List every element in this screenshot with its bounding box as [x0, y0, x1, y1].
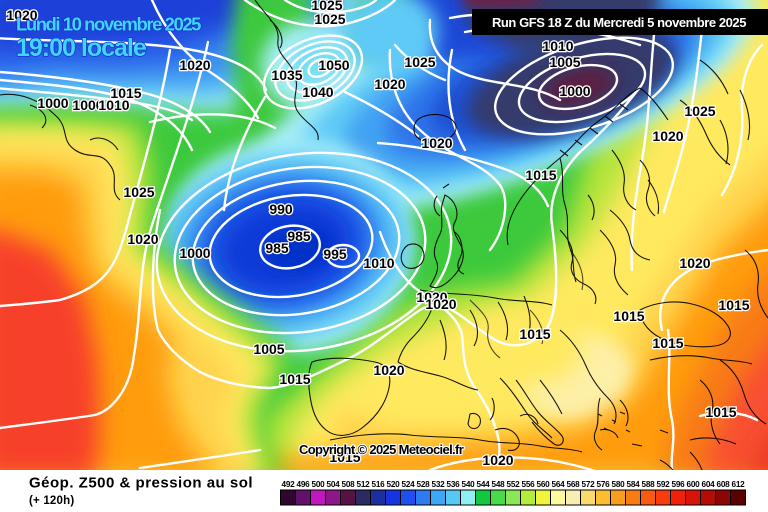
svg-text:1015: 1015	[718, 297, 749, 313]
svg-text:1020: 1020	[374, 76, 405, 92]
svg-text:1020: 1020	[416, 289, 447, 305]
svg-text:1000: 1000	[37, 95, 68, 111]
svg-text:Lundi 10 novembre 2025: Lundi 10 novembre 2025	[16, 14, 201, 35]
svg-text:1015: 1015	[519, 326, 550, 342]
svg-text:516: 516	[371, 480, 385, 489]
svg-text:564: 564	[551, 480, 565, 489]
svg-text:19:00 locale: 19:00 locale	[16, 34, 147, 62]
svg-text:1000: 1000	[559, 83, 590, 99]
svg-text:608: 608	[716, 480, 730, 489]
svg-text:528: 528	[416, 480, 430, 489]
svg-text:1020: 1020	[652, 128, 683, 144]
svg-text:548: 548	[491, 480, 505, 489]
svg-text:985: 985	[287, 228, 311, 244]
svg-text:1020: 1020	[6, 7, 37, 23]
svg-text:Copyright © 2025 Meteociel.fr: Copyright © 2025 Meteociel.fr	[299, 442, 464, 457]
svg-text:612: 612	[731, 480, 745, 489]
svg-text:1010: 1010	[98, 97, 129, 113]
svg-text:496: 496	[296, 480, 310, 489]
svg-text:552: 552	[506, 480, 520, 489]
svg-text:1000: 1000	[72, 97, 103, 113]
svg-text:1015: 1015	[613, 308, 644, 324]
svg-text:1010: 1010	[542, 38, 573, 54]
svg-text:508: 508	[341, 480, 355, 489]
svg-text:568: 568	[566, 480, 580, 489]
svg-text:540: 540	[461, 480, 475, 489]
svg-text:500: 500	[311, 480, 325, 489]
svg-text:492: 492	[281, 480, 295, 489]
svg-text:1015: 1015	[329, 449, 360, 465]
svg-text:1025: 1025	[311, 0, 342, 13]
svg-text:1015: 1015	[525, 167, 556, 183]
svg-text:596: 596	[671, 480, 685, 489]
svg-text:520: 520	[386, 480, 400, 489]
svg-text:532: 532	[431, 480, 445, 489]
svg-text:1015: 1015	[110, 85, 141, 101]
svg-text:1020: 1020	[482, 452, 513, 468]
svg-text:1025: 1025	[404, 54, 435, 70]
svg-text:1035: 1035	[271, 67, 302, 83]
svg-text:990: 990	[269, 201, 293, 217]
svg-text:544: 544	[476, 480, 490, 489]
svg-text:592: 592	[656, 480, 670, 489]
svg-text:Run GFS 18 Z du Mercredi 5 nov: Run GFS 18 Z du Mercredi 5 novembre 2025	[492, 15, 746, 30]
svg-text:1010: 1010	[363, 255, 394, 271]
svg-text:1025: 1025	[123, 184, 154, 200]
svg-text:504: 504	[326, 480, 340, 489]
svg-text:536: 536	[446, 480, 460, 489]
svg-text:576: 576	[596, 480, 610, 489]
svg-text:1020: 1020	[373, 362, 404, 378]
svg-text:580: 580	[611, 480, 625, 489]
svg-text:1015: 1015	[705, 404, 736, 420]
svg-text:1015: 1015	[279, 371, 310, 387]
svg-text:1015: 1015	[652, 335, 683, 351]
svg-text:604: 604	[701, 480, 715, 489]
svg-text:1020: 1020	[679, 255, 710, 271]
svg-text:572: 572	[581, 480, 595, 489]
svg-text:1005: 1005	[253, 341, 284, 357]
svg-text:1025: 1025	[684, 103, 715, 119]
svg-text:560: 560	[536, 480, 550, 489]
svg-text:1020: 1020	[127, 231, 158, 247]
svg-text:1005: 1005	[549, 54, 580, 70]
svg-text:1040: 1040	[302, 84, 333, 100]
svg-text:1020: 1020	[421, 135, 452, 151]
svg-text:1000: 1000	[179, 245, 210, 261]
svg-text:985: 985	[265, 240, 289, 256]
svg-text:1020: 1020	[179, 57, 210, 73]
svg-text:556: 556	[521, 480, 535, 489]
svg-text:1050: 1050	[318, 57, 349, 73]
svg-text:524: 524	[401, 480, 415, 489]
svg-text:584: 584	[626, 480, 640, 489]
svg-text:Géop. Z500 & pression au sol: Géop. Z500 & pression au sol	[29, 475, 253, 492]
svg-text:995: 995	[323, 246, 347, 262]
svg-text:600: 600	[686, 480, 700, 489]
svg-text:(+ 120h): (+ 120h)	[29, 495, 74, 507]
svg-text:1025: 1025	[314, 11, 345, 27]
svg-text:512: 512	[356, 480, 370, 489]
svg-text:588: 588	[641, 480, 655, 489]
svg-text:1020: 1020	[425, 296, 456, 312]
